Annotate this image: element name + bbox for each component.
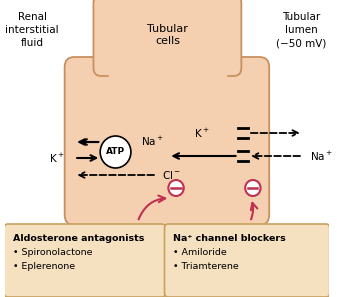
- Text: • Triamterene: • Triamterene: [173, 262, 239, 271]
- Text: • Eplerenone: • Eplerenone: [13, 262, 75, 271]
- FancyBboxPatch shape: [4, 224, 165, 297]
- Circle shape: [245, 180, 261, 196]
- FancyBboxPatch shape: [164, 224, 330, 297]
- Circle shape: [100, 136, 131, 168]
- Text: Aldosterone antagonists: Aldosterone antagonists: [13, 234, 144, 243]
- Text: • Amiloride: • Amiloride: [173, 248, 227, 257]
- Text: • Spironolactone: • Spironolactone: [13, 248, 92, 257]
- Text: Renal
interstitial
fluid: Renal interstitial fluid: [5, 12, 59, 48]
- Text: Tubular
lumen
(−50 mV): Tubular lumen (−50 mV): [276, 12, 326, 48]
- FancyBboxPatch shape: [65, 57, 269, 225]
- FancyBboxPatch shape: [93, 0, 241, 76]
- Text: Na$^+$: Na$^+$: [142, 135, 164, 148]
- Text: Cl$^-$: Cl$^-$: [162, 169, 181, 181]
- Text: K$^+$: K$^+$: [194, 127, 210, 140]
- Text: ATP: ATP: [106, 148, 125, 157]
- FancyArrowPatch shape: [139, 195, 165, 219]
- Text: Na⁺ channel blockers: Na⁺ channel blockers: [173, 234, 286, 243]
- Text: Tubular
cells: Tubular cells: [147, 24, 188, 46]
- Text: K$^+$: K$^+$: [49, 151, 65, 165]
- Circle shape: [168, 180, 184, 196]
- Text: Na$^+$: Na$^+$: [310, 149, 334, 162]
- FancyArrowPatch shape: [251, 203, 257, 219]
